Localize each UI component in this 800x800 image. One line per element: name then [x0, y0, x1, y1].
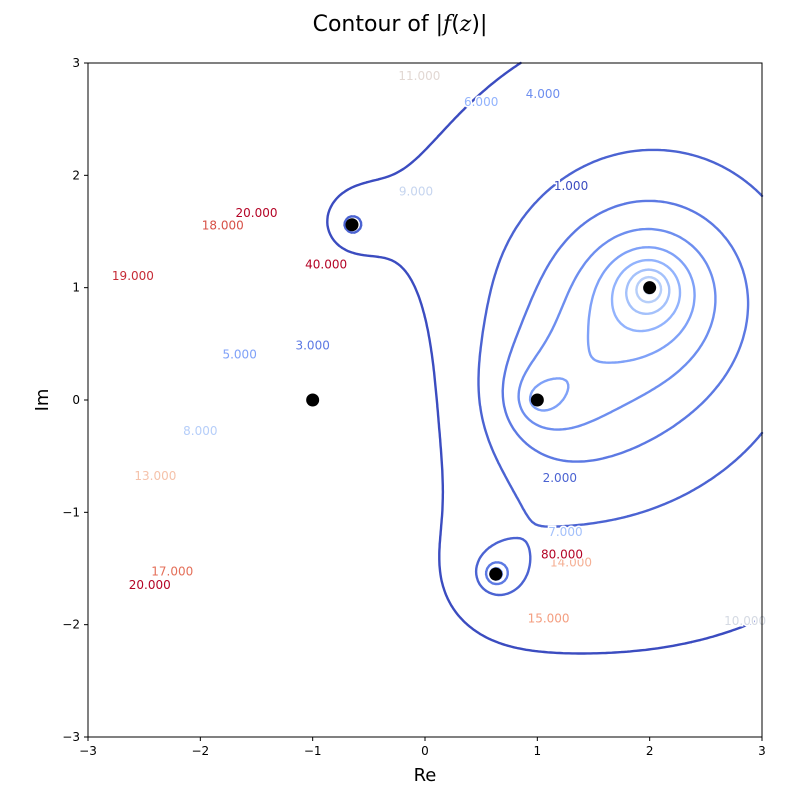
contour-label: 2.000 — [543, 471, 577, 485]
contour-label: 17.000 — [151, 564, 193, 578]
contour-label: 18.000 — [202, 218, 244, 232]
x-axis-label: Re — [414, 765, 437, 786]
x-tick-label: −3 — [79, 744, 97, 758]
y-tick-label: 1 — [72, 281, 80, 295]
contour-labels: 1.000 2.000 3.000 4.000 5.000 6.000 7.000 8.000… — [110, 67, 767, 629]
y-tick-label: 3 — [72, 56, 80, 70]
contour-label: 20.000 — [236, 206, 278, 220]
x-tick-label: 2 — [646, 744, 654, 758]
contour-label: 1.000 — [554, 179, 588, 193]
contour-label: 4.000 — [526, 87, 560, 101]
contour-level-8 — [635, 275, 663, 304]
point-marker — [489, 567, 503, 581]
contour-label: 10.000 — [724, 614, 766, 628]
y-tick-label: −3 — [62, 730, 80, 744]
contour-level-1 — [326, 61, 764, 655]
contour-lines — [326, 61, 764, 655]
contour-label: 3.000 — [295, 339, 329, 353]
y-tick-label: −2 — [62, 618, 80, 632]
contour-label: 5.000 — [222, 348, 256, 362]
x-tick-label: 0 — [421, 744, 429, 758]
contour-label: 6.000 — [464, 95, 498, 109]
point-marker — [306, 393, 320, 407]
contour-label: 80.000 — [541, 548, 583, 562]
point-markers — [306, 218, 657, 581]
x-tick-label: −1 — [304, 744, 322, 758]
contour-label: 40.000 — [305, 258, 347, 272]
contour-level-3 — [348, 199, 750, 586]
contour-label: 14.000 — [550, 555, 592, 569]
contour-label: 19.000 — [112, 269, 154, 283]
y-tick-label: 0 — [72, 393, 80, 407]
point-marker — [345, 218, 359, 232]
x-axis-ticks: −3 −2 −1 0 1 2 3 — [79, 737, 766, 758]
y-axis-label: Im — [32, 389, 53, 412]
y-tick-label: 2 — [72, 168, 80, 182]
contour-label: 7.000 — [548, 525, 582, 539]
contour-label: 11.000 — [398, 69, 440, 83]
contour-level-7 — [625, 268, 671, 315]
x-tick-label: −2 — [191, 744, 209, 758]
y-tick-label: −1 — [62, 505, 80, 519]
x-tick-label: 1 — [534, 744, 542, 758]
point-marker — [530, 393, 544, 407]
contour-level-6 — [493, 258, 682, 577]
contour-label: 9.000 — [399, 185, 433, 199]
contour-label: 13.000 — [134, 469, 176, 483]
contour-label: 15.000 — [528, 612, 570, 626]
contour-level-4 — [489, 227, 717, 581]
chart-title: Contour of |f(z)| — [0, 12, 800, 37]
contour-level-2 — [343, 148, 764, 597]
contour-label: 8.000 — [183, 424, 217, 438]
point-marker — [643, 281, 657, 295]
plot-frame — [87, 62, 763, 738]
contour-label: 20.000 — [129, 578, 171, 592]
chart-title-text: Contour of |f(z)| — [312, 12, 488, 37]
y-axis-ticks: −3 −2 −1 0 1 2 3 — [62, 56, 88, 744]
x-tick-label: 3 — [758, 744, 766, 758]
